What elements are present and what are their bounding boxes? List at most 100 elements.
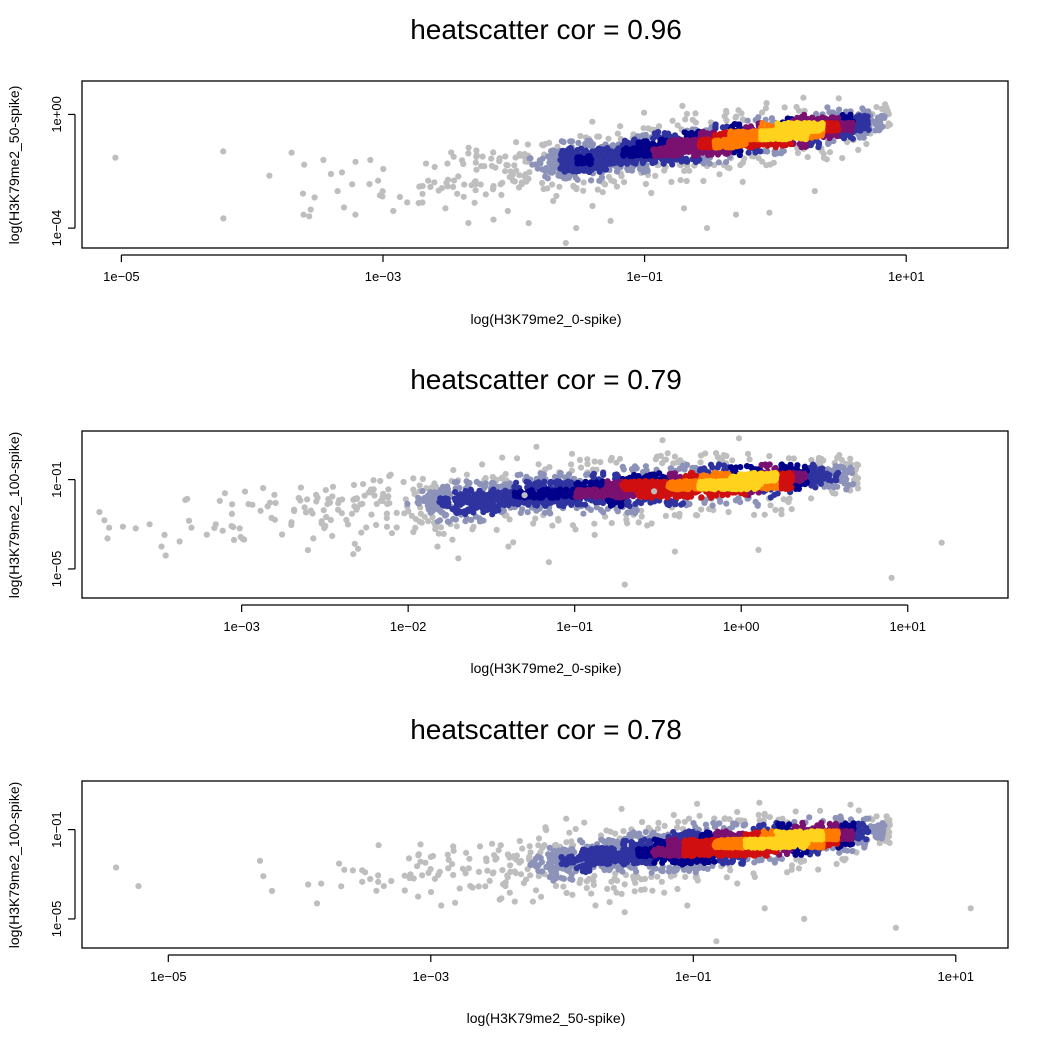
data-point xyxy=(580,510,587,517)
data-point xyxy=(635,519,642,526)
data-point xyxy=(549,522,556,529)
data-point xyxy=(781,104,788,111)
data-point xyxy=(542,168,549,175)
data-point xyxy=(566,471,573,478)
data-point xyxy=(479,153,486,160)
data-point xyxy=(481,163,488,170)
data-point xyxy=(755,155,762,162)
data-point xyxy=(667,465,674,472)
data-point xyxy=(723,500,730,507)
data-point xyxy=(306,213,313,220)
data-point xyxy=(631,463,639,470)
data-point xyxy=(379,193,386,200)
data-point xyxy=(404,500,411,507)
data-point xyxy=(492,164,499,171)
data-point xyxy=(440,530,447,538)
data-point xyxy=(455,173,462,180)
data-point xyxy=(431,179,438,186)
data-point xyxy=(652,172,659,179)
data-point xyxy=(496,157,503,164)
data-point xyxy=(573,184,580,192)
data-point xyxy=(465,144,472,151)
data-point xyxy=(241,488,249,495)
data-point xyxy=(493,526,500,534)
data-point xyxy=(586,168,593,176)
data-point xyxy=(732,114,739,121)
data-point xyxy=(833,477,840,484)
data-point xyxy=(352,211,359,218)
data-point xyxy=(816,470,824,477)
data-point xyxy=(417,510,424,517)
data-point xyxy=(820,457,827,464)
outlier-point xyxy=(573,225,580,232)
data-point xyxy=(639,132,646,139)
data-point xyxy=(513,479,520,486)
data-point xyxy=(575,486,582,494)
data-point xyxy=(480,508,487,516)
data-point xyxy=(589,141,597,148)
data-point xyxy=(229,501,236,508)
data-point xyxy=(473,147,480,154)
outlier-point xyxy=(307,206,314,213)
data-point xyxy=(787,461,794,468)
data-point xyxy=(373,521,380,529)
data-point xyxy=(499,454,506,461)
data-point xyxy=(450,177,458,184)
data-point xyxy=(568,450,576,457)
data-point xyxy=(336,497,343,504)
data-point xyxy=(739,178,746,185)
data-point xyxy=(751,511,758,518)
data-point xyxy=(561,148,568,155)
data-point xyxy=(386,500,393,507)
data-point xyxy=(661,167,668,174)
data-point xyxy=(716,171,723,178)
data-point xyxy=(676,151,684,158)
data-point xyxy=(521,173,528,180)
data-point xyxy=(613,183,621,190)
data-point xyxy=(558,490,565,498)
data-point xyxy=(352,158,359,165)
data-point xyxy=(541,509,549,516)
data-point xyxy=(620,179,628,186)
data-point xyxy=(587,506,595,513)
outlier-point xyxy=(490,216,497,223)
data-point xyxy=(655,146,663,153)
data-point xyxy=(591,520,598,527)
plot-frame-1 xyxy=(81,80,1009,249)
data-point xyxy=(513,167,520,174)
data-point xyxy=(509,177,517,184)
data-point xyxy=(750,130,758,137)
outlier-point xyxy=(367,156,374,164)
data-point xyxy=(697,452,705,459)
data-point xyxy=(607,149,614,156)
data-point xyxy=(568,166,575,173)
data-point xyxy=(514,472,521,479)
data-point xyxy=(864,121,872,128)
data-point xyxy=(580,187,587,194)
data-point xyxy=(379,188,386,195)
data-point xyxy=(787,128,794,135)
data-point xyxy=(763,100,770,107)
data-point xyxy=(313,498,320,505)
data-point xyxy=(512,154,519,161)
data-point xyxy=(803,142,810,149)
data-point xyxy=(203,531,210,538)
data-point xyxy=(527,155,534,162)
data-point xyxy=(544,175,551,182)
data-point xyxy=(400,478,407,486)
data-point xyxy=(432,526,439,533)
data-point xyxy=(574,154,581,161)
data-point xyxy=(358,529,365,536)
data-point xyxy=(772,506,779,514)
data-point xyxy=(514,455,521,462)
data-point xyxy=(375,177,382,184)
data-point xyxy=(527,493,534,500)
data-point xyxy=(451,479,458,486)
data-point xyxy=(745,149,752,156)
data-point xyxy=(300,211,307,218)
data-point xyxy=(605,135,612,142)
data-point xyxy=(833,124,840,131)
data-point xyxy=(640,125,647,132)
outlier-point xyxy=(680,205,688,212)
